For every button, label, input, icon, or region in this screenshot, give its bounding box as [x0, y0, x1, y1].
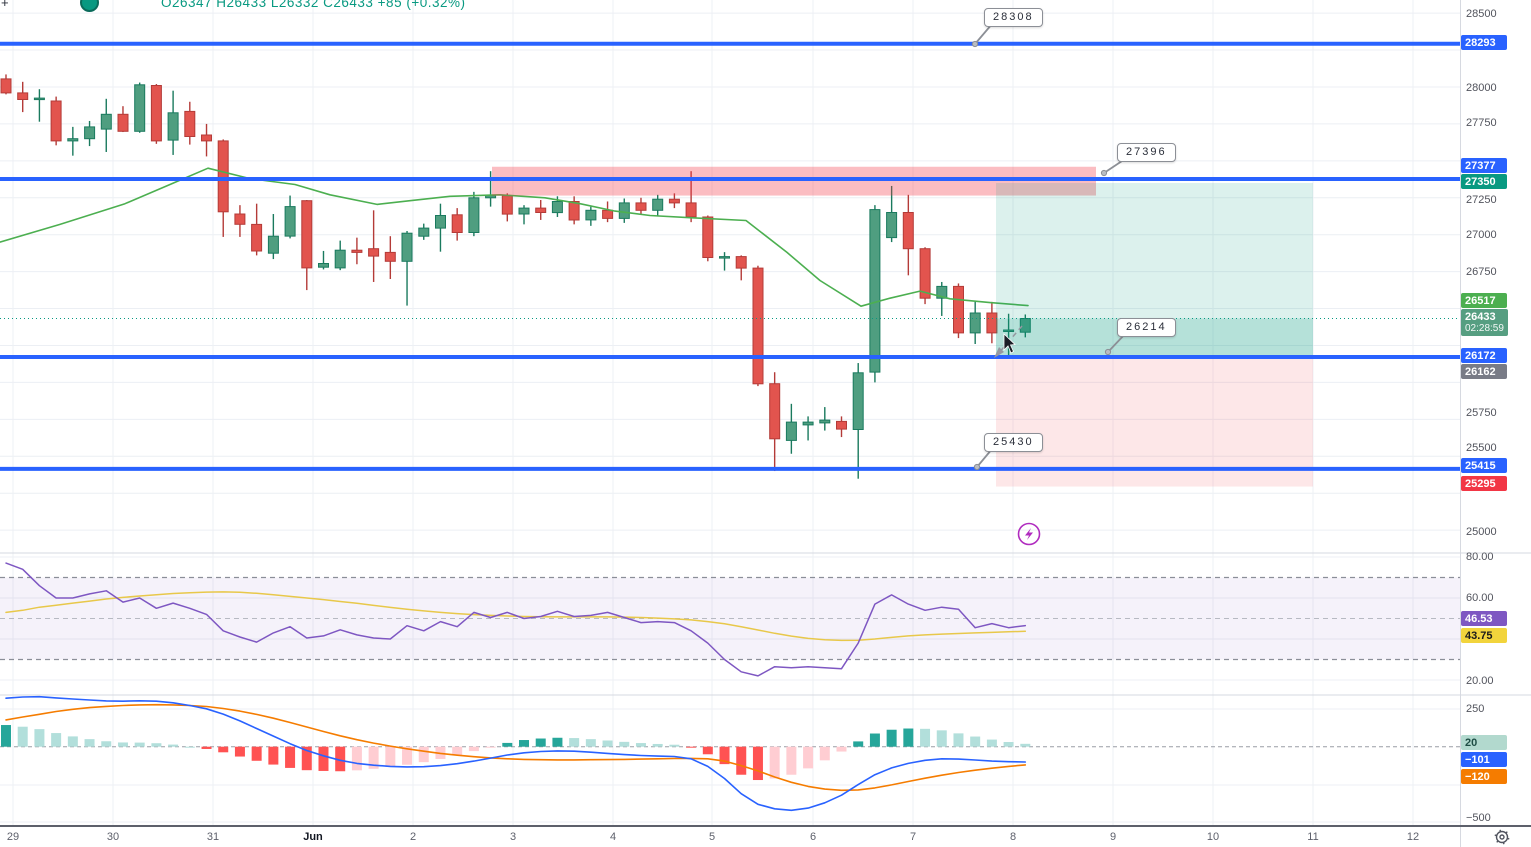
- price-axis-label-20[interactable]: 20: [1461, 735, 1507, 750]
- clipped-toolbar-fragment: +: [1, 0, 9, 10]
- resistance-zone[interactable]: [492, 166, 1096, 196]
- time-axis-label-9[interactable]: 9: [1109, 831, 1117, 843]
- price-axis-tick: 26750: [1466, 266, 1497, 278]
- time-axis-label-6[interactable]: 6: [809, 831, 817, 843]
- time-axis-border: [0, 825, 1531, 827]
- time-axis-label-5[interactable]: 5: [708, 831, 716, 843]
- price-axis-label--101[interactable]: −101: [1461, 752, 1507, 767]
- time-axis-label-Jun[interactable]: Jun: [303, 831, 323, 843]
- macd-line: [5, 695, 1027, 812]
- time-axis-label-2[interactable]: 2: [409, 831, 417, 843]
- price-axis-tick: 28500: [1466, 8, 1497, 20]
- price-callout-26214[interactable]: 26214: [1117, 318, 1176, 337]
- time-axis-label-7[interactable]: 7: [909, 831, 917, 843]
- price-axis-label-26172[interactable]: 26172: [1461, 348, 1507, 363]
- rsi-band: [0, 576, 1460, 661]
- price-axis-tick: 27750: [1466, 117, 1497, 129]
- price-axis-tick: 20.00: [1466, 675, 1494, 687]
- macd-signal-line: [5, 703, 1027, 792]
- price-axis-tick: 80.00: [1466, 551, 1494, 563]
- price-axis-tick: 60.00: [1466, 592, 1494, 604]
- price-axis-tick: 27000: [1466, 229, 1497, 241]
- price-axis-label-26517[interactable]: 26517: [1461, 293, 1507, 308]
- rsi-ma-line: [5, 591, 1027, 642]
- gear-icon[interactable]: [1494, 829, 1510, 845]
- time-axis-label-30[interactable]: 30: [106, 831, 120, 843]
- price-axis-label--120[interactable]: −120: [1461, 769, 1507, 784]
- ohlc-legend: O26347 H26433 L26332 C26433 +85 (+0.32%): [80, 0, 466, 12]
- price-axis-tick: 28000: [1466, 82, 1497, 94]
- time-axis-label-4[interactable]: 4: [609, 831, 617, 843]
- price-axis-label-26162[interactable]: 26162: [1461, 364, 1507, 379]
- series-dot-icon[interactable]: [80, 0, 99, 12]
- time-axis-label-12[interactable]: 12: [1406, 831, 1420, 843]
- price-axis-tick: 25000: [1466, 526, 1497, 538]
- time-axis-label-3[interactable]: 3: [509, 831, 517, 843]
- time-axis-label-11[interactable]: 11: [1307, 831, 1319, 843]
- price-axis-label-28293[interactable]: 28293: [1461, 35, 1507, 50]
- lightning-icon[interactable]: [1017, 522, 1041, 546]
- price-callout-25430[interactable]: 25430: [984, 433, 1043, 452]
- price-axis-border: [1460, 0, 1461, 847]
- time-axis-label-8[interactable]: 8: [1009, 831, 1017, 843]
- grid: [0, 0, 1460, 825]
- time-axis-label-31[interactable]: 31: [206, 831, 220, 843]
- price-axis-label-46.53[interactable]: 46.53: [1461, 611, 1507, 626]
- price-axis-label-25295[interactable]: 25295: [1461, 476, 1507, 491]
- price-axis-label-27350[interactable]: 27350: [1461, 174, 1507, 189]
- price-axis-tick: 27250: [1466, 194, 1497, 206]
- price-axis-label-27377[interactable]: 27377: [1461, 158, 1507, 173]
- macd-histogram: [1, 725, 1031, 781]
- candles-series: [0, 74, 1031, 479]
- ma-line: [0, 167, 1029, 308]
- rsi-line: [5, 562, 1027, 677]
- ohlc-values: O26347 H26433 L26332 C26433 +85 (+0.32%): [161, 0, 466, 10]
- price-callout-27396[interactable]: 27396: [1117, 143, 1176, 162]
- price-axis-tick: 25500: [1466, 442, 1497, 454]
- price-axis-tick: 25750: [1466, 407, 1497, 419]
- price-axis-label-25415[interactable]: 25415: [1461, 458, 1507, 473]
- time-axis-label-29[interactable]: 29: [6, 831, 20, 843]
- price-axis-label-26433[interactable]: 26433 02:28:59: [1461, 309, 1508, 336]
- time-axis-label-10[interactable]: 10: [1206, 831, 1220, 843]
- cursor-icon: [1003, 333, 1016, 354]
- price-axis-tick: 250: [1466, 703, 1485, 715]
- price-axis-label-43.75[interactable]: 43.75: [1461, 628, 1507, 643]
- price-callout-28308[interactable]: 28308: [984, 8, 1043, 27]
- price-axis-tick: −500: [1466, 812, 1491, 824]
